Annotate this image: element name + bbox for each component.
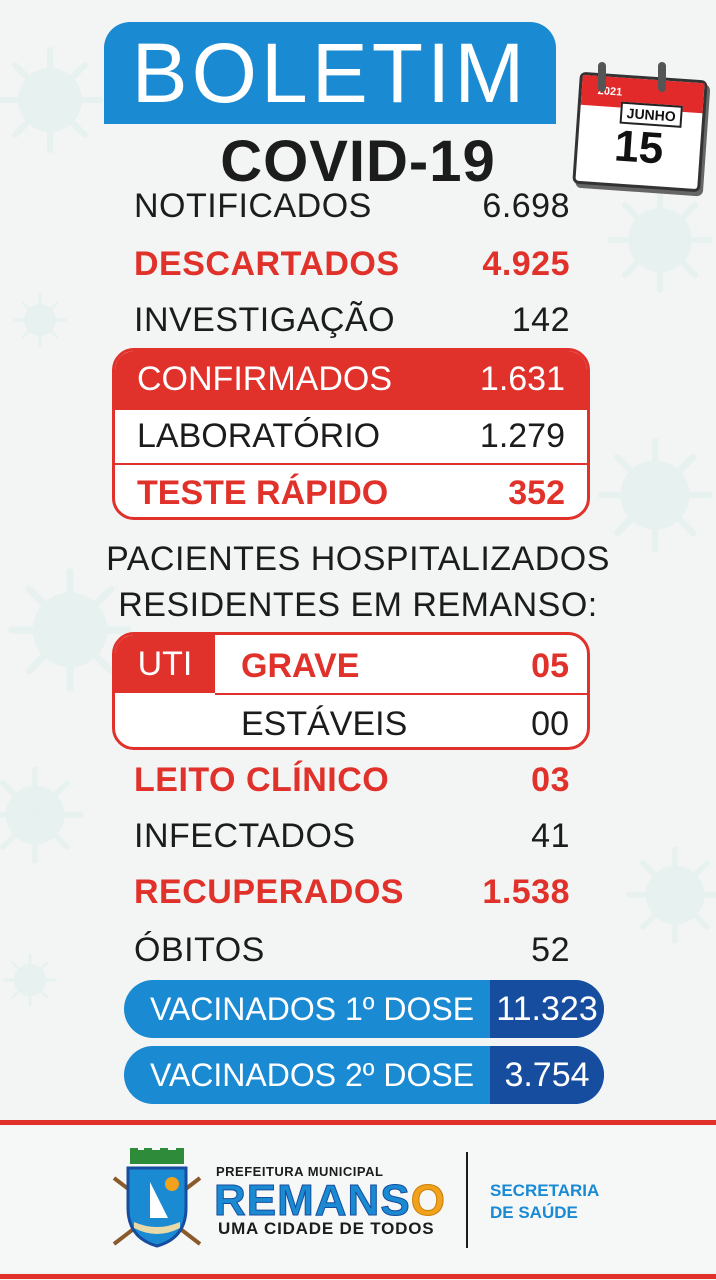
calendar-ring <box>658 62 666 92</box>
estaveis-value: 00 <box>531 704 569 743</box>
secretaria-label: SECRETARIA DE SAÚDE <box>490 1180 599 1224</box>
header-banner: BOLETIM <box>104 22 556 124</box>
footer-bottom-line <box>0 1274 716 1279</box>
stat-label: NOTIFICADOS <box>134 186 372 225</box>
stat-label: ÓBITOS <box>134 930 265 969</box>
city-tagline: UMA CIDADE DE TODOS <box>218 1219 435 1238</box>
laboratorio-value: 1.279 <box>479 417 565 455</box>
stat-label: RECUPERADOS <box>134 872 404 911</box>
footer <box>0 1126 716 1272</box>
virus-icon <box>626 846 716 944</box>
stat-value: 142 <box>511 300 570 339</box>
calendar-icon: 2021 JUNHO 15 <box>570 56 710 193</box>
stat-value: 52 <box>531 930 570 969</box>
virus-icon <box>0 47 103 153</box>
stat-label: INFECTADOS <box>134 816 356 855</box>
stat-row-leito-clinico: LEITO CLÍNICO 03 <box>134 756 570 804</box>
vaccine-label: VACINADOS 1º DOSE <box>149 990 475 1027</box>
virus-icon <box>13 293 67 347</box>
hospitalized-title-line1: PACIENTES HOSPITALIZADOS <box>106 540 610 578</box>
stat-value: 03 <box>531 760 570 799</box>
grave-label: GRAVE <box>241 646 360 685</box>
confirmed-box: CONFIRMADOS 1.631 LABORATÓRIO 1.279 TEST… <box>112 348 590 520</box>
hospitalized-title: PACIENTES HOSPITALIZADOS RESIDENTES EM R… <box>0 536 716 628</box>
uti-divider <box>215 693 587 695</box>
teste-rapido-row: TESTE RÁPIDO 352 <box>115 465 587 517</box>
laboratorio-label: LABORATÓRIO <box>137 417 381 455</box>
stat-row-investigacao: INVESTIGAÇÃO 142 <box>134 296 570 344</box>
stat-row-descartados: DESCARTADOS 4.925 <box>134 240 570 288</box>
city-name-part2: O <box>410 1176 446 1226</box>
teste-rapido-label: TESTE RÁPIDO <box>137 474 389 512</box>
estaveis-row: ESTÁVEIS 00 <box>241 695 569 747</box>
city-name-part1: REMANS <box>214 1176 411 1226</box>
stat-value: 1.538 <box>482 872 570 911</box>
secretaria-line2: DE SAÚDE <box>490 1203 578 1222</box>
virus-icon <box>0 766 84 864</box>
stat-row-recuperados: RECUPERADOS 1.538 <box>134 868 570 916</box>
confirmed-value: 1.631 <box>479 360 565 398</box>
stat-label: DESCARTADOS <box>134 244 400 283</box>
prefeitura-label: PREFEITURA MUNICIPAL <box>216 1164 384 1179</box>
stat-value: 6.698 <box>482 186 570 225</box>
virus-icon <box>8 568 132 692</box>
virus-icon <box>3 953 57 1007</box>
teste-rapido-value: 352 <box>508 474 565 512</box>
vaccine-dose1-pill: VACINADOS 1º DOSE 11.323 <box>124 980 604 1038</box>
laboratorio-row: LABORATÓRIO 1.279 <box>115 408 587 465</box>
uti-tag: UTI <box>115 635 215 693</box>
stat-value: 4.925 <box>482 244 570 283</box>
secretaria-line1: SECRETARIA <box>490 1181 600 1200</box>
stat-row-notificados: NOTIFICADOS 6.698 <box>134 182 570 230</box>
grave-row: GRAVE 05 <box>241 637 569 695</box>
virus-icon <box>607 187 713 293</box>
confirmed-label: CONFIRMADOS <box>137 360 392 398</box>
virus-icon <box>597 437 713 553</box>
estaveis-label: ESTÁVEIS <box>241 704 408 743</box>
page-subtitle: COVID-19 <box>220 129 496 194</box>
stat-label: LEITO CLÍNICO <box>134 760 390 799</box>
vaccine-dose2-pill: VACINADOS 2º DOSE 3.754 <box>124 1046 604 1104</box>
footer-divider <box>466 1152 468 1248</box>
grave-value: 05 <box>531 646 569 685</box>
stat-row-infectados: INFECTADOS 41 <box>134 812 570 860</box>
footer-top-line <box>0 1120 716 1125</box>
calendar-ring <box>598 62 606 92</box>
stat-value: 41 <box>531 816 570 855</box>
vaccine-value: 3.754 <box>490 1046 604 1104</box>
stat-label: INVESTIGAÇÃO <box>134 300 396 339</box>
city-crest-icon <box>112 1148 202 1248</box>
uti-box: UTI GRAVE 05 ESTÁVEIS 00 <box>112 632 590 750</box>
confirmed-row: CONFIRMADOS 1.631 <box>115 351 587 408</box>
city-logo-text: REMANSO <box>214 1176 446 1226</box>
page-title: BOLETIM <box>131 25 529 120</box>
vaccine-label: VACINADOS 2º DOSE <box>149 1056 475 1093</box>
stat-row-obitos: ÓBITOS 52 <box>134 926 570 974</box>
vaccine-value: 11.323 <box>490 980 604 1038</box>
hospitalized-title-line2: RESIDENTES EM REMANSO: <box>118 586 598 624</box>
